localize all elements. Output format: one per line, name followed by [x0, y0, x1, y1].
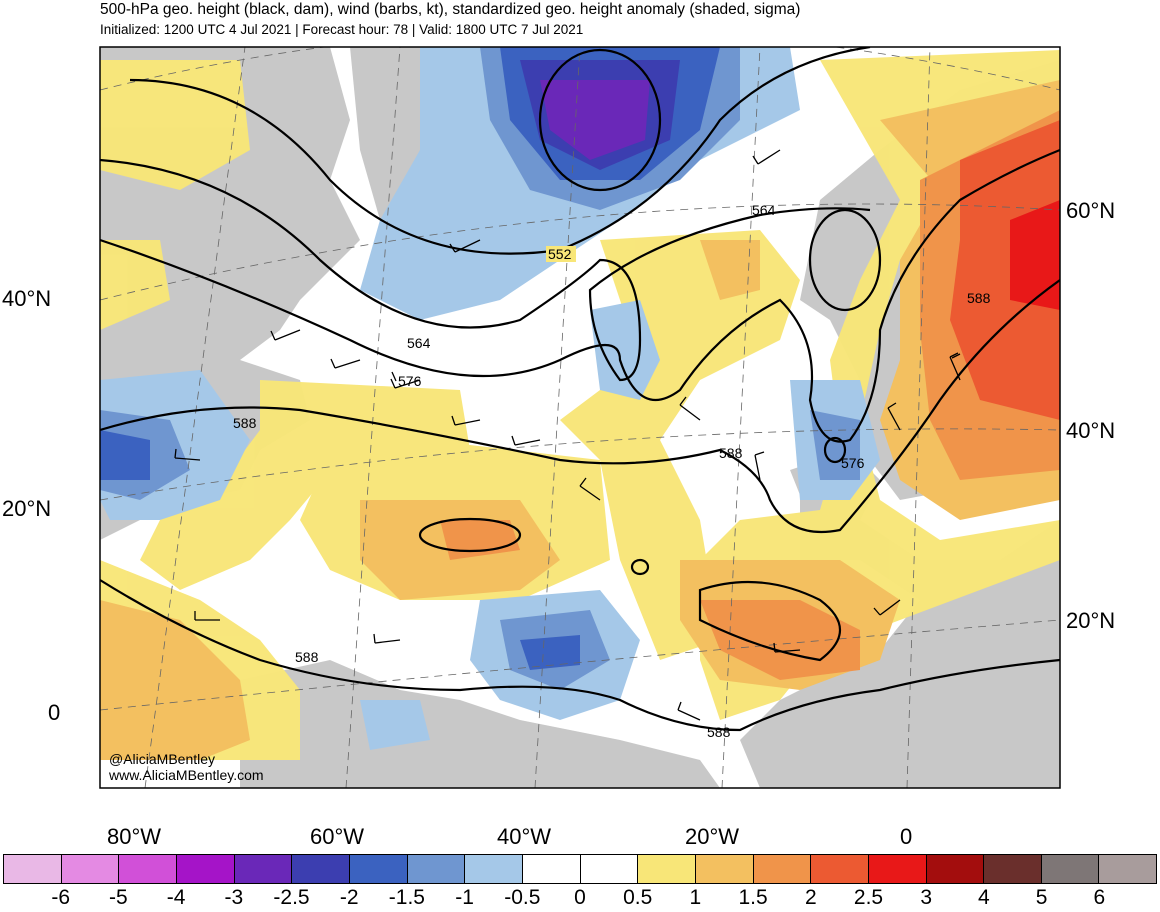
colorbar-tick-label: 1	[689, 886, 702, 909]
colorbar-swatch	[176, 855, 235, 883]
lat-label-left: 20°N	[2, 496, 52, 521]
contour-label: 564	[407, 335, 431, 351]
colorbar-tick-label: -3	[224, 886, 244, 909]
colorbar-swatch	[695, 855, 754, 883]
colorbar-swatch	[407, 855, 466, 883]
contour-labels: 552 564 576 588 564 588 588 576 588 588	[233, 202, 991, 740]
colorbar-swatch	[119, 855, 177, 883]
colorbar-tick-label: 2.5	[853, 886, 884, 909]
colorbar-tick-label: 1.5	[738, 886, 768, 909]
colorbar-swatch	[580, 855, 639, 883]
colorbar-swatch	[926, 855, 985, 883]
contour-label: 588	[719, 445, 743, 461]
contour-low-north-sea	[808, 208, 882, 312]
colorbar-swatch	[868, 855, 927, 883]
contour-low-greenland	[538, 48, 662, 192]
map-subtitle: Initialized: 1200 UTC 4 Jul 2021 | Forec…	[100, 22, 584, 37]
colorbar-swatch	[984, 855, 1042, 883]
lat-label-right: 60°N	[1066, 198, 1116, 223]
lat-label-left: 40°N	[2, 286, 52, 311]
colorbar-swatch	[1099, 855, 1157, 883]
contour-label: 552	[548, 246, 572, 262]
colorbar	[3, 854, 1157, 884]
colorbar-tick-label: -0.5	[504, 886, 541, 909]
colorbar-tick-label: 3	[920, 886, 933, 909]
contour-trough-atlantic	[418, 517, 522, 553]
wind-barbs	[174, 149, 961, 721]
colorbar-swatch	[465, 855, 523, 883]
colorbar-swatch	[292, 855, 350, 883]
colorbar-tick-label: 2	[804, 886, 817, 909]
lon-label: 20°W	[685, 824, 740, 849]
lon-label: 0	[900, 824, 913, 849]
colorbar-swatch	[522, 855, 581, 883]
colorbar-tick-label: -2.5	[273, 886, 310, 909]
colorbar-swatch	[1041, 855, 1100, 883]
colorbar-tick-label: -4	[166, 886, 186, 909]
colorbar-swatch	[753, 855, 812, 883]
land-south-america	[240, 660, 720, 788]
contour-low-iberia	[823, 436, 847, 464]
colorbar-tick-label: -1.5	[388, 886, 425, 909]
contour-label: 588	[967, 290, 991, 306]
colorbar-tick-label: 0	[574, 886, 586, 909]
contour-564	[100, 158, 871, 382]
contour-552	[129, 47, 871, 255]
lat-label-left: 0	[48, 700, 61, 725]
colorbar-swatch	[4, 855, 62, 883]
colorbar-swatch	[234, 855, 293, 883]
anomaly-positive-vhigh	[950, 120, 1060, 420]
lat-label-right: 40°N	[1066, 418, 1116, 443]
contour-label: 576	[398, 373, 422, 389]
contour-576	[100, 148, 1060, 443]
contour-label: 564	[752, 202, 776, 218]
lon-label: 60°W	[310, 824, 365, 849]
contour-label: 576	[841, 455, 865, 471]
colorbar-tick-label: 4	[978, 886, 990, 909]
colorbar-tick-label: 0.5	[623, 886, 653, 909]
contour-label: 588	[707, 724, 731, 740]
colorbar-tick-label: 6	[1093, 886, 1106, 909]
colorbar-tick-label: -5	[109, 886, 128, 909]
colorbar-swatch	[349, 855, 408, 883]
contour-588	[100, 279, 1060, 534]
colorbar-tick-label: -6	[51, 886, 71, 909]
contour-label: 588	[233, 415, 257, 431]
graticule	[100, 47, 1060, 788]
colorbar-swatch	[61, 855, 120, 883]
credit-site: www.AliciaMBentley.com	[108, 767, 264, 783]
contour-small-atlantic	[630, 558, 650, 576]
lon-label: 80°W	[107, 824, 162, 849]
map-canvas	[100, 47, 1060, 788]
anomaly-positive-extreme	[1010, 200, 1060, 310]
colorbar-swatch	[811, 855, 869, 883]
lon-label: 40°W	[497, 824, 552, 849]
colorbar-tick-label: -1	[455, 886, 474, 909]
map-title: 500-hPa geo. height (black, dam), wind (…	[100, 1, 801, 18]
contour-588-africa	[698, 580, 842, 662]
colorbar-tick-label: 5	[1035, 886, 1048, 909]
contour-label: 588	[295, 649, 319, 665]
map-frame	[99, 46, 1061, 789]
anomaly-negative-extreme	[540, 80, 650, 160]
contour-588-south	[100, 579, 1060, 732]
lat-label-right: 20°N	[1066, 608, 1116, 633]
credit-handle: @AliciaMBentley	[109, 751, 215, 767]
colorbar-swatch	[638, 855, 696, 883]
colorbar-tick-label: -2	[339, 886, 359, 909]
height-contours	[100, 47, 1060, 732]
